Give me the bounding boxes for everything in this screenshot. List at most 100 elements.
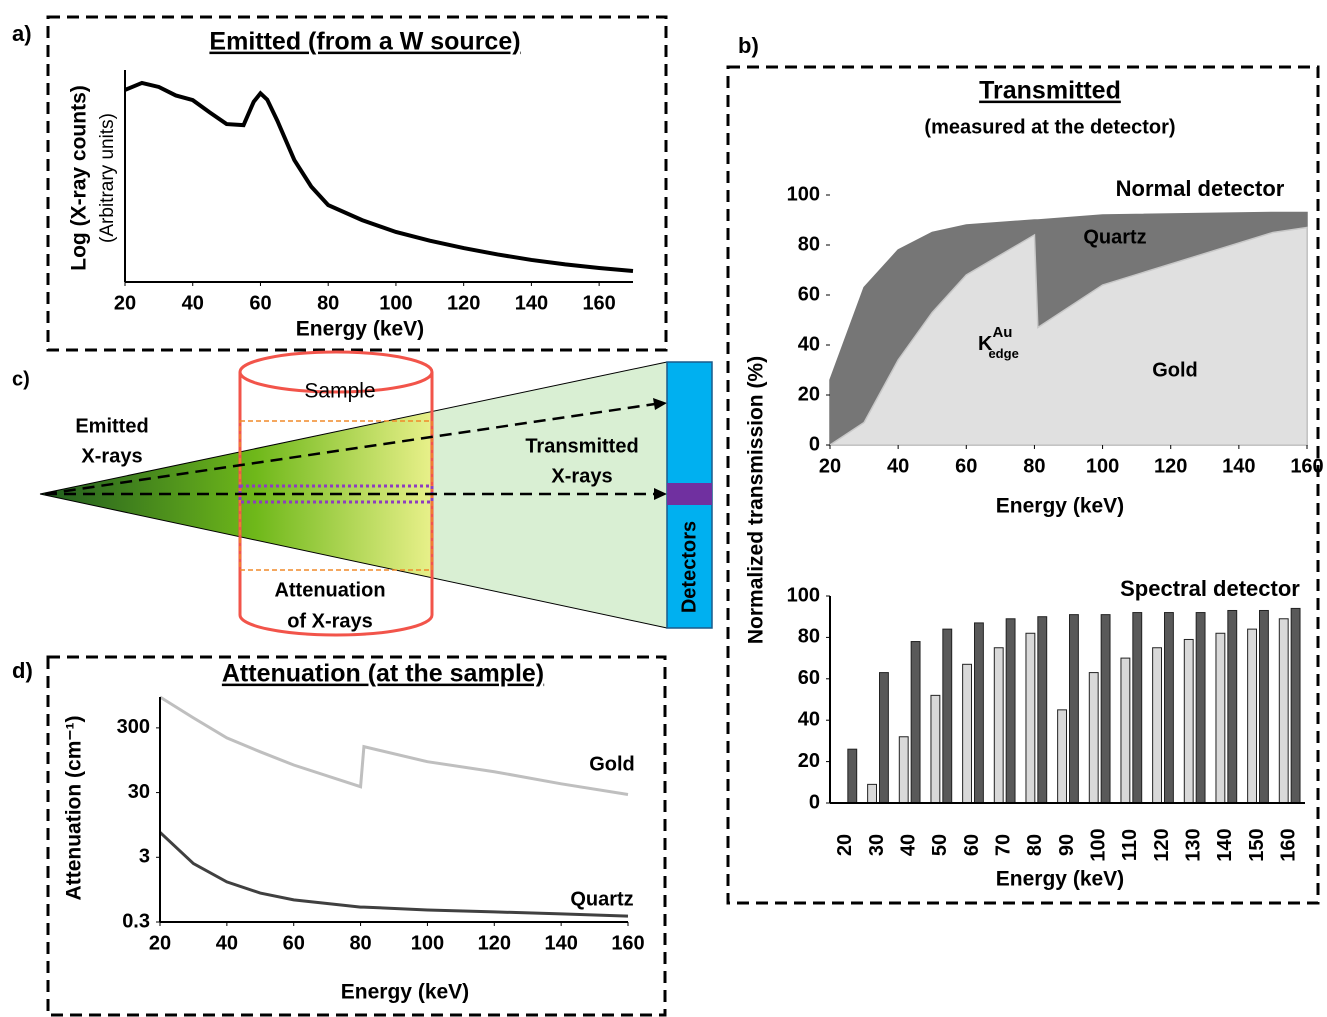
panel: d) [12, 658, 33, 683]
x-tick-label: 130 [1182, 828, 1204, 861]
transmitted-label: Transmitted [525, 435, 638, 457]
bar [847, 748, 858, 804]
panel-box [46, 15, 668, 352]
x-tick-label: 110 [1119, 829, 1141, 861]
x-tick-label: 160 [582, 292, 615, 314]
x-tick-label: 160 [1290, 455, 1323, 477]
x-tick-label: 40 [897, 834, 919, 856]
detectors-label: Detectors [678, 521, 700, 613]
y-tick-label: 40 [798, 708, 820, 730]
y-tick-label: 30 [128, 781, 150, 803]
x-tick-label: 20 [114, 292, 136, 314]
bar [910, 641, 921, 804]
annotation: Normal detector [1116, 176, 1285, 201]
y-tick-label: 0 [809, 791, 820, 813]
beam-edge [39, 361, 668, 495]
line [159, 695, 629, 797]
bar [1247, 628, 1257, 804]
series-label: Gold [589, 753, 635, 775]
y-tick-label: 60 [798, 667, 820, 689]
bar [1069, 614, 1079, 804]
title: Transmitted [979, 77, 1121, 105]
bar [1227, 609, 1238, 804]
x-tick-label: 40 [182, 292, 204, 314]
x-tick-label: 160 [611, 932, 644, 954]
line [158, 831, 629, 918]
x-tick-label: 120 [1154, 455, 1187, 477]
sample-slab [239, 420, 433, 571]
title: Attenuation (at the sample) [222, 660, 544, 688]
annotation: Spectral detector [1120, 576, 1300, 601]
y-tick-label: 0 [809, 433, 820, 455]
y-tick-label: 80 [798, 233, 820, 255]
bar [879, 672, 889, 804]
xlabel: Energy (keV) [341, 981, 469, 1004]
x-tick-label: 100 [1087, 828, 1109, 861]
sample-top [238, 350, 434, 394]
bar [867, 783, 878, 804]
x-tick-label: 140 [1222, 455, 1255, 477]
x-tick-label: 150 [1246, 828, 1268, 861]
x-tick-label: 20 [149, 932, 171, 954]
bar [1278, 618, 1289, 804]
ray [44, 402, 656, 496]
detector-pixel [667, 483, 712, 505]
beam-edge [39, 493, 668, 629]
y-tick-label: 20 [798, 383, 820, 405]
x-tick-label: 30 [866, 834, 888, 856]
x-tick-label: 140 [515, 292, 548, 314]
x-tick-label: 120 [1151, 828, 1173, 861]
sample-cylinder [238, 372, 434, 637]
x-tick-label: 60 [961, 834, 983, 856]
x-tick-label: 40 [216, 932, 238, 954]
ylabel: Normalized transmission (%) [745, 356, 768, 644]
bar [993, 647, 1004, 804]
x-tick-label: 60 [283, 932, 305, 954]
y-tick-label: 300 [117, 716, 150, 738]
ylabel: Attenuation (cm⁻¹) [63, 716, 86, 901]
x-tick-label: 90 [1056, 834, 1078, 856]
y-tick-label: 80 [798, 626, 820, 648]
y-tick-label: 0.3 [122, 910, 150, 932]
bar [1100, 614, 1111, 804]
bar [898, 736, 909, 804]
bar [1057, 709, 1067, 804]
x-tick-label: 100 [411, 932, 444, 954]
bar [930, 694, 941, 804]
x-tick-label: 60 [249, 292, 271, 314]
area [827, 226, 1308, 446]
x-tick-label: 50 [929, 834, 951, 856]
line [124, 80, 634, 273]
y-tick-label: 100 [787, 183, 820, 205]
bar [1037, 616, 1048, 804]
x-tick-label: 140 [1214, 828, 1236, 861]
diagram: c) Sample Emitted X-rays Transmitted X-r… [12, 350, 713, 637]
bar [1183, 638, 1194, 804]
bar [1259, 609, 1269, 804]
bar [1088, 672, 1099, 804]
bar [1195, 612, 1206, 804]
ylabel: Log (X-ray counts) [68, 85, 91, 271]
bar [1005, 618, 1016, 804]
attenuation-label: Attenuation [274, 579, 385, 601]
y-tick-label: 20 [798, 750, 820, 772]
x-tick-label: 60 [955, 455, 977, 477]
y-tick-label: 100 [787, 584, 820, 606]
x-tick-label: 100 [1086, 455, 1119, 477]
series-label: Quartz [570, 888, 633, 910]
y-tick-label: 60 [798, 283, 820, 305]
y-tick-label: 3 [139, 846, 150, 868]
edge-base: K [978, 333, 993, 355]
bar [974, 622, 984, 804]
x-tick-label: 120 [447, 292, 480, 314]
xlabel: Energy (keV) [996, 868, 1124, 891]
x-tick-label: 40 [887, 455, 909, 477]
edge-sub: edge [988, 346, 1018, 361]
panel-box [46, 655, 667, 1017]
bar [962, 663, 973, 804]
edge-label: KAu edge [978, 324, 1019, 361]
transmitted-label: X-rays [551, 465, 612, 487]
panel: b) [738, 33, 759, 58]
xlabel: Energy (keV) [996, 495, 1124, 518]
